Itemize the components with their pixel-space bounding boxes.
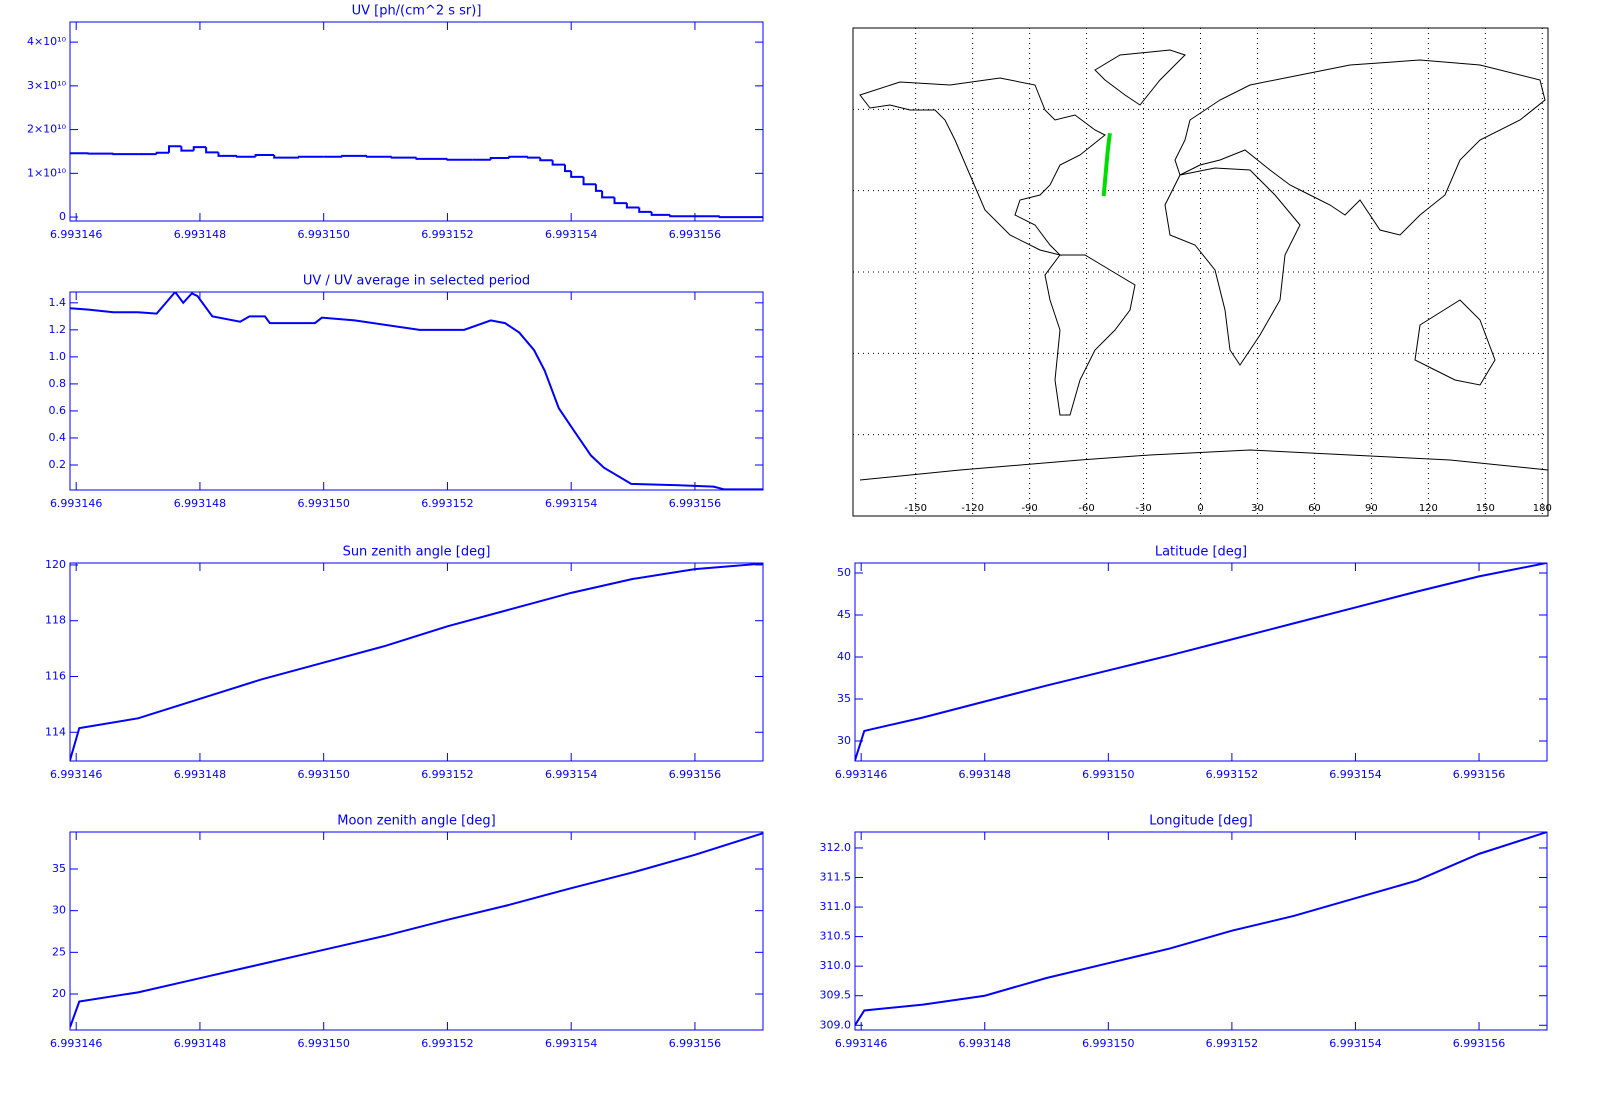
x-tick-label: 6.993156 bbox=[1453, 1037, 1506, 1050]
x-tick-label: 6.993146 bbox=[50, 768, 103, 781]
x-tick-label: 180 bbox=[1533, 503, 1552, 514]
y-tick-label: 1.4 bbox=[49, 296, 67, 309]
step-segment bbox=[447, 159, 472, 160]
y-tick-label: 0.4 bbox=[49, 431, 67, 444]
chart-title: Longitude [deg] bbox=[1149, 814, 1252, 829]
x-tick-label: 6.993146 bbox=[835, 768, 888, 781]
x-tick-label: 6.993152 bbox=[1206, 1037, 1259, 1050]
x-tick-label: 6.993154 bbox=[545, 228, 598, 241]
x-tick-label: 6.993152 bbox=[1206, 768, 1259, 781]
x-tick-label: 6.993148 bbox=[174, 228, 227, 241]
x-tick-label: 6.993146 bbox=[50, 1037, 103, 1050]
y-tick-label: 2×10¹⁰ bbox=[27, 123, 67, 136]
x-tick-label: 90 bbox=[1365, 503, 1378, 514]
x-tick-label: 6.993150 bbox=[1082, 1037, 1135, 1050]
x-tick-label: 0 bbox=[1197, 503, 1203, 514]
chart-title: UV / UV average in selected period bbox=[303, 274, 530, 289]
x-tick-label: -30 bbox=[1135, 503, 1151, 514]
y-tick-label: 114 bbox=[45, 725, 66, 738]
x-tick-label: 60 bbox=[1308, 503, 1321, 514]
y-tick-label: 116 bbox=[45, 670, 66, 683]
y-tick-label: 35 bbox=[837, 692, 851, 705]
x-tick-label: 6.993154 bbox=[1329, 1037, 1382, 1050]
x-tick-label: 30 bbox=[1251, 503, 1264, 514]
y-tick-label: 0 bbox=[59, 210, 66, 223]
y-tick-label: 312.0 bbox=[820, 841, 852, 854]
x-tick-label: 6.993152 bbox=[421, 228, 474, 241]
x-tick-label: 6.993146 bbox=[50, 497, 103, 510]
x-tick-label: 6.993150 bbox=[297, 768, 350, 781]
x-tick-label: 6.993156 bbox=[1453, 768, 1506, 781]
step-segment bbox=[367, 156, 392, 157]
x-tick-label: 6.993146 bbox=[50, 228, 103, 241]
x-tick-label: 6.993150 bbox=[297, 1037, 350, 1050]
y-tick-label: 25 bbox=[52, 945, 66, 958]
x-tick-label: -60 bbox=[1078, 503, 1094, 514]
step-segment bbox=[720, 216, 763, 217]
y-tick-label: 35 bbox=[52, 862, 66, 875]
y-tick-label: 311.5 bbox=[820, 871, 852, 884]
y-tick-label: 309.5 bbox=[820, 989, 852, 1002]
x-tick-label: -120 bbox=[961, 503, 984, 514]
step-segment bbox=[342, 156, 367, 157]
y-tick-label: 50 bbox=[837, 566, 851, 579]
x-tick-label: 6.993154 bbox=[545, 497, 598, 510]
y-tick-label: 0.2 bbox=[49, 458, 67, 471]
y-tick-label: 3×10¹⁰ bbox=[27, 79, 67, 92]
y-tick-label: 311.0 bbox=[820, 900, 852, 913]
y-tick-label: 310.0 bbox=[820, 959, 852, 972]
y-tick-label: 118 bbox=[45, 614, 66, 627]
y-tick-label: 20 bbox=[52, 987, 66, 1000]
y-tick-label: 45 bbox=[837, 608, 851, 621]
x-tick-label: 6.993156 bbox=[669, 497, 722, 510]
chart-title: Latitude [deg] bbox=[1155, 545, 1247, 560]
y-tick-label: 30 bbox=[837, 734, 851, 747]
chart-title: UV [ph/(cm^2 s sr)] bbox=[352, 4, 482, 19]
x-tick-label: 6.993152 bbox=[421, 768, 474, 781]
x-tick-label: 6.993148 bbox=[959, 1037, 1012, 1050]
y-tick-label: 40 bbox=[837, 650, 851, 663]
chart-title: Moon zenith angle [deg] bbox=[337, 814, 495, 829]
x-tick-label: 6.993148 bbox=[174, 1037, 227, 1050]
x-tick-label: 150 bbox=[1476, 503, 1495, 514]
y-tick-label: 309.0 bbox=[820, 1018, 852, 1031]
y-tick-label: 4×10¹⁰ bbox=[27, 35, 67, 48]
x-tick-label: 6.993152 bbox=[421, 497, 474, 510]
y-tick-label: 1×10¹⁰ bbox=[27, 166, 67, 179]
x-tick-label: -90 bbox=[1021, 503, 1037, 514]
y-tick-label: 0.8 bbox=[49, 377, 67, 390]
y-tick-label: 0.6 bbox=[49, 404, 67, 417]
step-segment bbox=[299, 157, 324, 158]
y-tick-label: 1.0 bbox=[49, 350, 67, 363]
x-tick-label: 6.993148 bbox=[959, 768, 1012, 781]
x-tick-label: 6.993156 bbox=[669, 768, 722, 781]
x-tick-label: -150 bbox=[904, 503, 927, 514]
x-tick-label: 120 bbox=[1419, 503, 1438, 514]
x-tick-label: 6.993156 bbox=[669, 228, 722, 241]
x-tick-label: 6.993150 bbox=[297, 497, 350, 510]
y-tick-label: 310.5 bbox=[820, 930, 852, 943]
x-tick-label: 6.993154 bbox=[545, 1037, 598, 1050]
x-tick-label: 6.993150 bbox=[297, 228, 350, 241]
step-segment bbox=[528, 157, 540, 158]
x-tick-label: 6.993146 bbox=[835, 1037, 888, 1050]
step-segment bbox=[237, 156, 256, 157]
chart-title: Sun zenith angle [deg] bbox=[343, 545, 491, 560]
x-tick-label: 6.993148 bbox=[174, 497, 227, 510]
x-tick-label: 6.993150 bbox=[1082, 768, 1135, 781]
step-segment bbox=[392, 157, 417, 158]
x-tick-label: 6.993154 bbox=[1329, 768, 1382, 781]
x-tick-label: 6.993152 bbox=[421, 1037, 474, 1050]
x-tick-label: 6.993148 bbox=[174, 768, 227, 781]
y-tick-label: 120 bbox=[45, 558, 66, 571]
y-tick-label: 1.2 bbox=[49, 323, 67, 336]
x-tick-label: 6.993154 bbox=[545, 768, 598, 781]
y-tick-label: 30 bbox=[52, 904, 66, 917]
x-tick-label: 6.993156 bbox=[669, 1037, 722, 1050]
